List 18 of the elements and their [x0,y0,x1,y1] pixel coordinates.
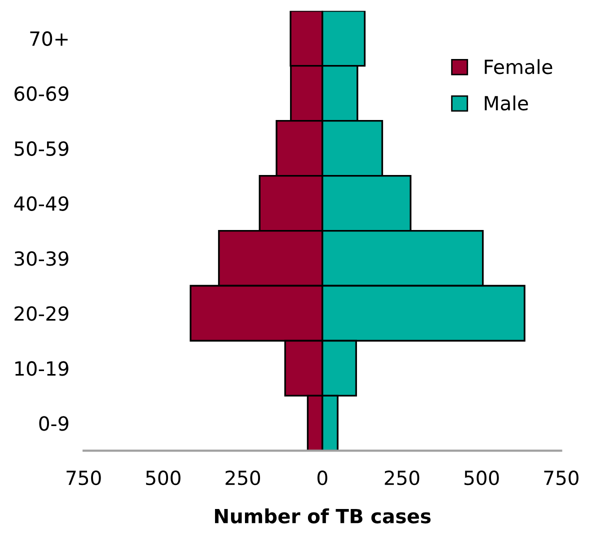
y-tick-label: 10-19 [15,361,68,376]
legend-label: Male [484,95,528,111]
y-tick-label: 30-39 [14,251,68,266]
legend-label: Female [484,59,552,74]
y-tick-label: 50-59 [14,141,68,156]
y-tick-label: 60-69 [14,86,68,101]
y-tick-label: 40-49 [14,196,68,211]
x-tick-label: 750 [544,470,578,486]
x-tick-label: 250 [226,470,260,486]
x-tick-label: 250 [384,470,420,486]
y-tick-label: 70+ [30,31,68,46]
x-tick-label: 500 [464,470,499,486]
x-axis-title: Number of TB cases [215,508,431,524]
x-tick-label: 750 [66,470,101,486]
y-tick-label: 20-29 [14,306,68,321]
x-tick-label: 0 [317,470,328,486]
x-tick-label: 500 [146,470,180,486]
y-tick-label: 0-9 [39,416,68,431]
